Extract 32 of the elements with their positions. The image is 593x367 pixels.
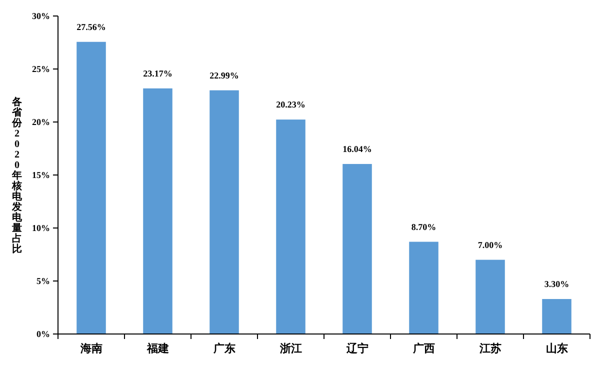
data-label: 3.30% [544, 279, 570, 290]
x-tick-label: 广东 [212, 342, 236, 355]
x-tick-label: 福建 [146, 342, 169, 355]
y-tick-label: 5% [36, 276, 50, 286]
bar [476, 260, 505, 334]
x-tick-label: 海南 [79, 342, 102, 355]
x-tick-label: 江苏 [478, 342, 502, 355]
y-tick-label: 30% [32, 11, 50, 21]
data-label: 27.56% [76, 22, 106, 32]
bar [143, 88, 172, 334]
bar [210, 90, 239, 334]
y-tick-label: 0% [36, 329, 50, 339]
y-tick-label: 20% [32, 117, 50, 127]
x-tick-label: 辽宁 [345, 342, 368, 355]
bar [76, 42, 106, 334]
data-label: 16.04% [342, 144, 372, 154]
x-tick-label: 广西 [412, 342, 435, 355]
data-label: 7.00% [478, 240, 503, 250]
text: 各省份2020年核电发电量占比 [12, 97, 22, 255]
bar [409, 242, 438, 334]
bar [276, 120, 306, 334]
bar [342, 164, 372, 334]
y-tick-label: 15% [32, 170, 50, 180]
y-tick-label: 10% [32, 223, 50, 233]
data-label: 23.17% [143, 68, 172, 78]
x-tick-label: 浙江 [278, 342, 302, 355]
data-label: 8.70% [411, 222, 436, 232]
y-tick-label: 25% [32, 64, 50, 74]
x-tick-label: 山东 [546, 342, 568, 355]
bar [542, 299, 572, 334]
data-label: 20.23% [276, 100, 306, 110]
data-label: 22.99% [210, 70, 239, 80]
